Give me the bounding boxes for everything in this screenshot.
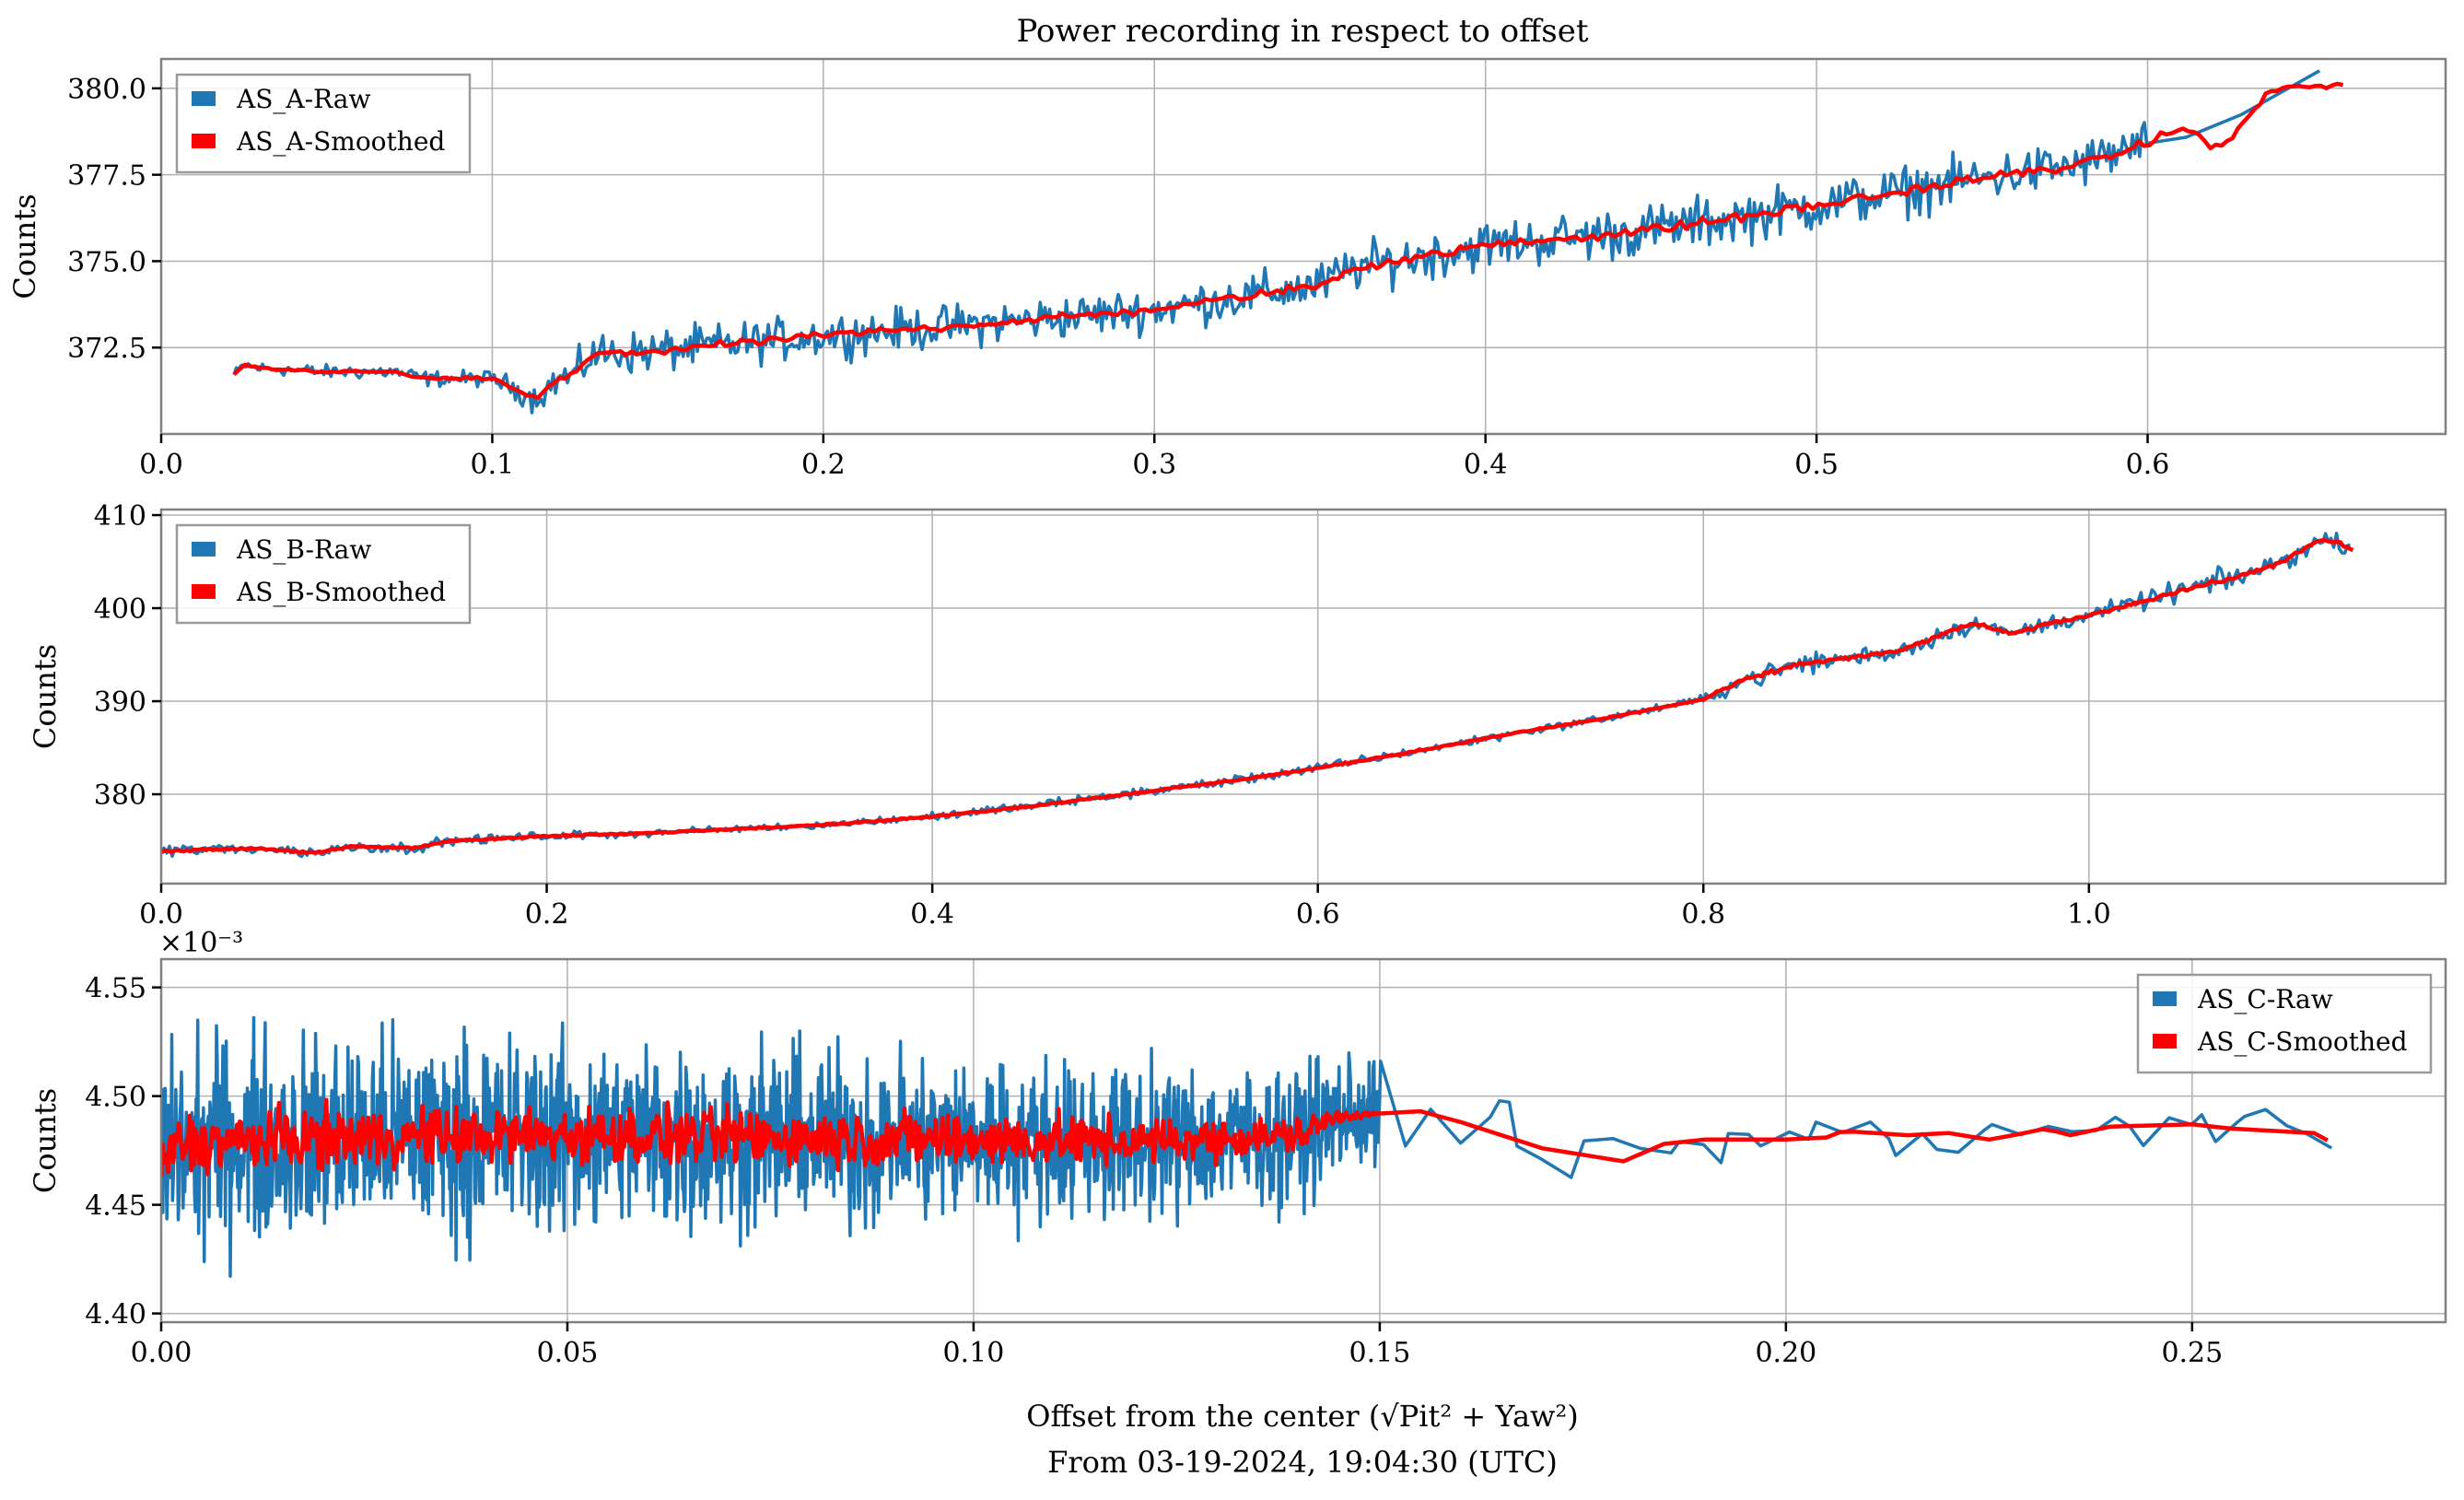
- y-axis-label: Counts: [7, 193, 42, 299]
- x-tick-label: 0.6: [1296, 898, 1340, 931]
- legend-swatch-smoothed: [192, 134, 216, 148]
- y-tick-label: 4.40: [85, 1299, 146, 1331]
- legend-frame: [2136, 973, 2433, 1074]
- y-offset-text: ×10⁻³: [159, 927, 243, 959]
- legend-label: AS_C-Smoothed: [2197, 1026, 2408, 1057]
- legend-label: AS_A-Smoothed: [236, 126, 445, 157]
- axes-frame: [159, 508, 2447, 885]
- x-tick-label: 0.25: [2161, 1337, 2223, 1369]
- legend-swatch-raw: [192, 542, 216, 557]
- grid: [160, 510, 2446, 884]
- y-axis-label: Counts: [28, 1088, 63, 1193]
- x-tick-label: 0.6: [2126, 449, 2170, 481]
- x-tick-label: 0.2: [801, 449, 846, 481]
- x-tick-label: 0.4: [1464, 449, 1508, 481]
- axes-frame: [159, 957, 2447, 1324]
- series-as_b-smoothed: [161, 537, 2354, 855]
- y-tick-label: 4.45: [85, 1190, 146, 1223]
- y-tick-label: 4.55: [85, 973, 146, 1005]
- x-tick-label: 1.0: [2067, 898, 2111, 931]
- y-axis-label: Counts: [28, 644, 63, 749]
- axes-as-b: 0.0 0.2 0.4 0.6 0.8 1.0 380 390 400 410 Counts AS_B…: [28, 500, 2447, 931]
- x-tick-label: 0.8: [1681, 898, 1725, 931]
- legend-swatch-smoothed: [192, 584, 216, 599]
- x-tick-label: 0.0: [139, 449, 183, 481]
- series-as_c-smoothed: [161, 1097, 2329, 1177]
- legend: AS_A-Raw AS_A-Smoothed: [175, 73, 472, 174]
- legend-label: AS_B-Smoothed: [236, 577, 446, 607]
- axes-as-c: 0.00 0.05 0.10 0.15 0.20 0.25 4.40 4.45 4.50 4.55…: [28, 927, 2447, 1369]
- x-tick-label: 0.2: [525, 898, 569, 931]
- x-tick-label: 0.20: [1755, 1337, 1816, 1369]
- axes-as-a: 0.0 0.1 0.2 0.3 0.4 0.5 0.6 372.5 375.0 377.5 380.…: [7, 57, 2447, 481]
- y-tick-label: 380.0: [67, 74, 146, 106]
- y-tick-label: 372.5: [67, 333, 146, 365]
- x-tick-label: 0.3: [1132, 449, 1176, 481]
- y-tick-label: 390: [94, 686, 146, 719]
- x-tick-label: 0.00: [131, 1337, 193, 1369]
- y-tick-label: 410: [94, 500, 146, 533]
- legend-swatch-raw: [2153, 991, 2177, 1006]
- legend: AS_C-Raw AS_C-Smoothed: [2136, 973, 2433, 1074]
- axes-frame: [159, 57, 2447, 436]
- series-as_a-smoothed: [232, 81, 2344, 401]
- y-tick-label: 4.50: [85, 1082, 146, 1114]
- x-tick-label: 0.15: [1349, 1337, 1411, 1369]
- legend-swatch-smoothed: [2153, 1034, 2177, 1049]
- y-tick-label: 377.5: [67, 160, 146, 193]
- x-tick-label: 0.10: [943, 1337, 1005, 1369]
- y-tick-label: 375.0: [67, 246, 146, 278]
- legend-label: AS_C-Raw: [2197, 984, 2333, 1014]
- x-tick-label: 0.4: [910, 898, 954, 931]
- y-tick-label: 400: [94, 593, 146, 626]
- x-axis-sublabel: From 03-19-2024, 19:04:30 (UTC): [1047, 1445, 1558, 1480]
- x-tick-label: 0.0: [139, 898, 183, 931]
- legend-swatch-raw: [192, 91, 216, 106]
- legend-label: AS_B-Raw: [236, 534, 371, 565]
- legend-frame: [175, 73, 472, 174]
- x-tick-label: 0.1: [471, 449, 515, 481]
- x-tick-label: 0.05: [537, 1337, 599, 1369]
- legend: AS_B-Raw AS_B-Smoothed: [175, 523, 472, 625]
- y-tick-label: 380: [94, 779, 146, 812]
- x-axis-label: Offset from the center (√Pit² + Yaw²): [1026, 1399, 1579, 1434]
- legend-label: AS_A-Raw: [236, 84, 371, 114]
- x-tick-label: 0.5: [1794, 449, 1839, 481]
- figure-title: Power recording in respect to offset: [1016, 13, 1588, 50]
- legend-frame: [175, 523, 472, 625]
